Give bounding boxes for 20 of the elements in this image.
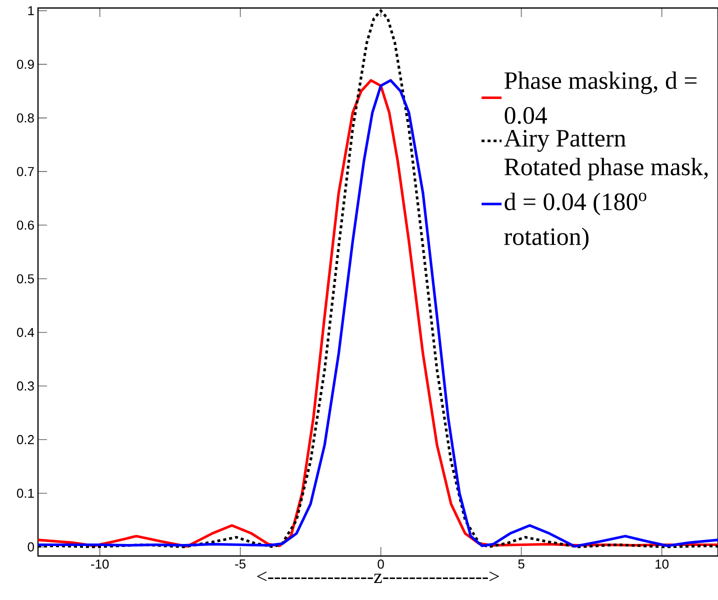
x-tick-label: -5 xyxy=(235,560,246,569)
y-tick-label: 0.5 xyxy=(16,274,34,284)
y-tick-label: 0 xyxy=(28,542,34,552)
y-tick-label: 1 xyxy=(28,6,34,16)
x-tick-label: -10 xyxy=(91,560,109,569)
y-tick-label: 0.4 xyxy=(16,328,34,337)
y-tick-label: 0.7 xyxy=(16,166,34,176)
y-tick-label: 0.2 xyxy=(16,435,34,444)
y-tick-label: 0.9 xyxy=(16,60,34,69)
x-tick-label: 10 xyxy=(656,560,669,569)
legend-label: Airy Pattern xyxy=(504,130,626,152)
y-tick-label: 0.1 xyxy=(16,488,34,498)
y-tick-label: 0.6 xyxy=(16,220,34,230)
x-axis-title: <----------------z----------------> xyxy=(257,572,499,583)
x-tick-label: 0 xyxy=(378,560,384,569)
x-tick-label: 5 xyxy=(518,560,524,569)
legend-label: Phase masking, d = 0.04 xyxy=(504,71,696,124)
y-tick-label: 0.8 xyxy=(16,113,34,122)
text: Rotated phase mask, d = 0.04 (180$^{o}$ rotation) xyxy=(504,158,708,250)
y-tick-label: 0.3 xyxy=(16,381,34,391)
